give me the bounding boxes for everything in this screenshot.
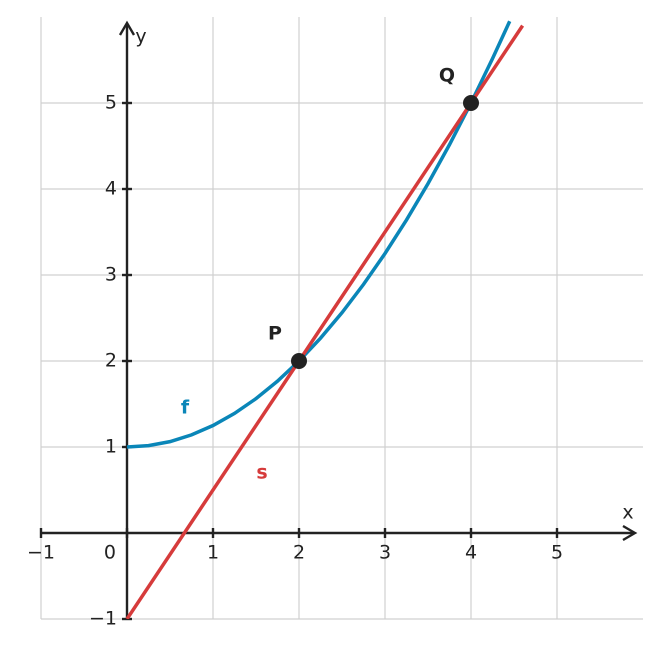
y-axis-arrow — [118, 20, 136, 36]
x-tick-label: 5 — [551, 542, 563, 564]
curve — [125, 24, 525, 619]
y-tick-label: 3 — [105, 264, 117, 286]
origin-label: 0 — [104, 542, 116, 564]
y-tick-label: 2 — [105, 350, 117, 372]
point — [463, 95, 479, 111]
x-tick-label: 2 — [293, 542, 305, 564]
overlay: −1 0 1 2 3 4 5 −1 1 2 3 4 5 x y f s P Q — [27, 26, 634, 630]
point-label: Q — [439, 65, 455, 87]
y-tick-label: −1 — [89, 608, 117, 630]
curve-label: f — [181, 397, 190, 419]
curve — [126, 20, 512, 449]
y-tick-label: 5 — [105, 92, 117, 114]
x-axis-arrow — [622, 524, 638, 542]
point — [291, 353, 307, 369]
y-axis-label: y — [135, 26, 146, 48]
y-tick-label: 1 — [105, 436, 117, 458]
x-tick-label: 4 — [465, 542, 477, 564]
grid — [39, 17, 643, 621]
y-tick-label: 4 — [105, 178, 117, 200]
x-tick-label: 1 — [207, 542, 219, 564]
curve-label: s — [256, 462, 267, 484]
point-label: P — [268, 323, 282, 345]
x-tick-label: 3 — [379, 542, 391, 564]
curves — [125, 20, 525, 619]
x-tick-label: −1 — [27, 542, 55, 564]
x-axis-label: x — [622, 502, 633, 524]
